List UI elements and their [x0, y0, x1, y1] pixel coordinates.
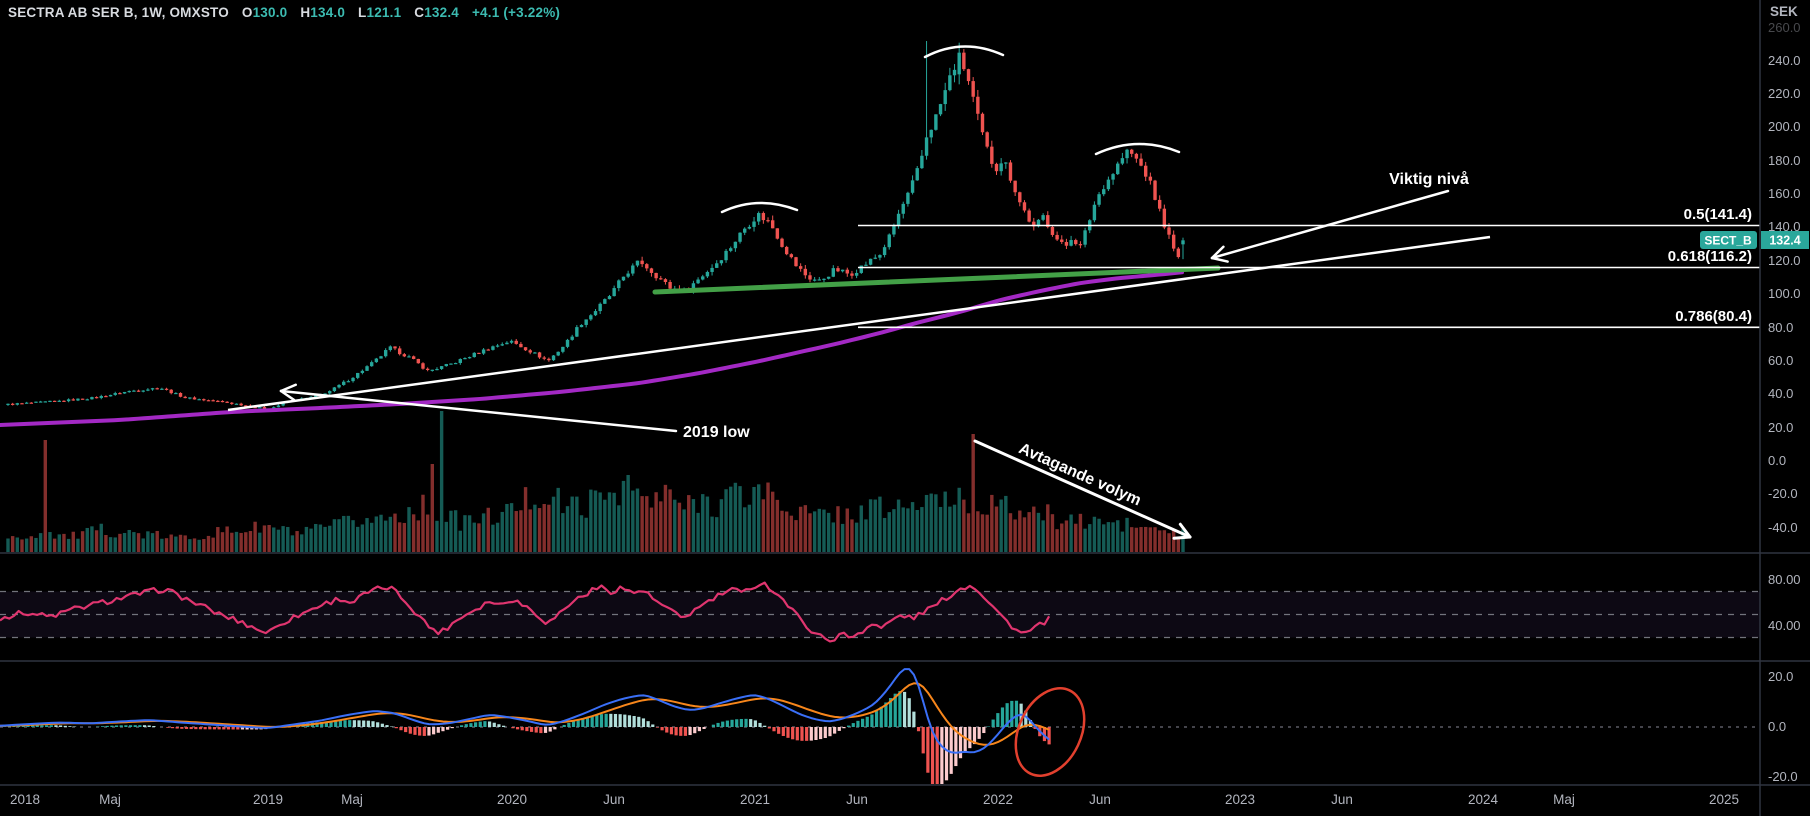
- price-tick: 180.0: [1768, 153, 1801, 168]
- time-tick: 2023: [1225, 792, 1255, 807]
- high-label: H: [300, 5, 311, 20]
- time-tick: Jun: [1089, 792, 1111, 807]
- macd-tick: 0.0: [1768, 719, 1786, 734]
- rsi-line: [0, 581, 1051, 643]
- last-price-badge[interactable]: SECT_B 132.4: [1700, 231, 1809, 249]
- time-tick: Jun: [603, 792, 625, 807]
- low-label: L: [358, 5, 367, 20]
- rising-trendline[interactable]: [227, 235, 1491, 412]
- time-tick: 2022: [983, 792, 1013, 807]
- annotation-avtagande-volym[interactable]: Avtagande volym: [1016, 440, 1143, 509]
- price-tick: 80.0: [1768, 320, 1793, 335]
- peak-arc-3[interactable]: [1094, 142, 1181, 156]
- macd-ellipse-annotation[interactable]: [1002, 677, 1097, 787]
- macd-histogram: [3, 691, 1051, 784]
- time-tick: 2020: [497, 792, 527, 807]
- price-tick: 100.0: [1768, 286, 1801, 301]
- open-value: 130.0: [252, 5, 288, 20]
- annotation-2019-low[interactable]: 2019 low: [683, 424, 750, 441]
- peak-arc-1[interactable]: [720, 201, 799, 214]
- time-tick: 2024: [1468, 792, 1499, 807]
- purple-ma-line[interactable]: [0, 270, 1184, 427]
- macd-tick: 20.0: [1768, 669, 1793, 684]
- fib-retracement: 0.5(141.4) 0.618(116.2) 0.786(80.4): [858, 206, 1760, 329]
- symbol-title[interactable]: SECTRA AB SER B, 1W, OMXSTO: [8, 5, 229, 20]
- price-tick: 20.0: [1768, 420, 1793, 435]
- symbol-header: SECTRA AB SER B, 1W, OMXSTO O130.0 H134.…: [8, 5, 560, 20]
- fib-label: 0.5(141.4): [1684, 206, 1752, 223]
- rsi-panel: [0, 581, 1760, 643]
- fib-label: 0.618(116.2): [1668, 248, 1752, 265]
- time-tick: Maj: [99, 792, 121, 807]
- annotation-viktig-niva[interactable]: Viktig nivå: [1389, 170, 1469, 188]
- time-tick: Maj: [1553, 792, 1575, 807]
- price-tick: -40.0: [1768, 520, 1798, 535]
- close-label: C: [414, 5, 425, 20]
- rsi-tick: 80.00: [1768, 572, 1801, 587]
- macd-tick: -20.0: [1768, 769, 1798, 784]
- price-tick: 260.0: [1768, 20, 1801, 35]
- price-tick: 0.0: [1768, 453, 1786, 468]
- low-value: 121.1: [366, 5, 402, 20]
- time-tick: 2019: [253, 792, 283, 807]
- price-tick: 220.0: [1768, 86, 1801, 101]
- price-tick: 240.0: [1768, 53, 1801, 68]
- rsi-tick: 40.00: [1768, 618, 1801, 633]
- volume-layer: [6, 411, 1185, 552]
- macd-panel: [0, 668, 1760, 787]
- time-tick: 2018: [10, 792, 40, 807]
- price-badge-value: 132.4: [1769, 234, 1800, 248]
- price-tick: 60.0: [1768, 353, 1793, 368]
- support-trendline-green[interactable]: [652, 265, 1221, 295]
- high-value: 134.0: [310, 5, 346, 20]
- time-tick: Jun: [1331, 792, 1353, 807]
- main-price-panel: [0, 40, 1221, 552]
- price-tick: 40.0: [1768, 386, 1793, 401]
- time-tick: 2021: [740, 792, 770, 807]
- candlestick-layer: [6, 40, 1185, 411]
- price-tick: 120.0: [1768, 253, 1801, 268]
- open-label: O: [241, 5, 253, 20]
- time-tick: Maj: [341, 792, 363, 807]
- drawing-annotations: Viktig nivå 2019 low Avtagande volym: [227, 45, 1491, 540]
- price-tick: 160.0: [1768, 186, 1801, 201]
- symbol-badge-label: SECT_B: [1704, 234, 1752, 248]
- peak-arc-2[interactable]: [923, 45, 1005, 59]
- change-value: +4.1 (+3.22%): [471, 5, 561, 20]
- price-tick: 200.0: [1768, 119, 1801, 134]
- time-tick: 2025: [1709, 792, 1739, 807]
- macd-line: [0, 668, 1050, 754]
- currency-label: SEK: [1770, 4, 1798, 19]
- fib-label: 0.786(80.4): [1675, 308, 1752, 325]
- price-tick: -20.0: [1768, 486, 1798, 501]
- time-tick: Jun: [846, 792, 868, 807]
- price-tick: 140.0: [1768, 219, 1801, 234]
- time-axis[interactable]: 2018 Maj 2019 Maj 2020 Jun 2021 Jun 2022 Jun 2023 J…: [10, 792, 1739, 807]
- close-value: 132.4: [424, 5, 459, 20]
